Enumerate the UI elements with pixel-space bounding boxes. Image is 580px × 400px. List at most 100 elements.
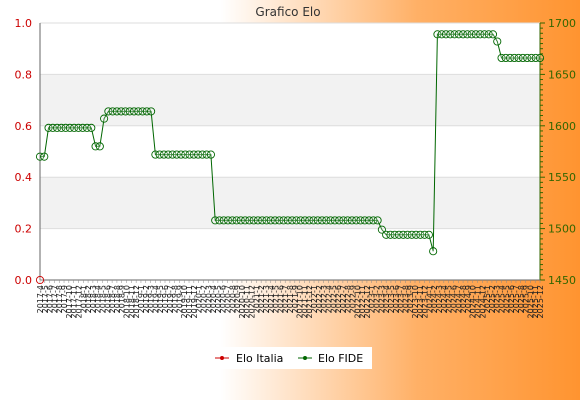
x-tick-label: 2022-9: [349, 285, 358, 313]
elo-fide-point: [450, 30, 459, 39]
elo-fide-point: [394, 230, 404, 239]
elo-fide-point: [309, 216, 318, 225]
elo-fide-point: [476, 30, 485, 39]
elo-fide-point: [365, 216, 374, 225]
elo-fide-point: [493, 37, 502, 46]
x-tick-label: 2021-1: [252, 285, 261, 313]
x-tick-label: 2019-10: [180, 285, 189, 318]
x-tick-label: 2020-8: [228, 285, 237, 313]
x-tick-label: 2018-4: [94, 285, 103, 313]
elo-fide-point: [322, 216, 331, 225]
elo-fide-point: [108, 107, 117, 116]
elo-fide-point: [518, 53, 527, 63]
elo-fide-point: [35, 152, 45, 161]
x-tick-label: 2024-9: [464, 285, 473, 313]
elo-fide-point: [104, 107, 113, 116]
elo-fide-point: [181, 150, 190, 159]
x-tick-label: 2025-10: [526, 285, 535, 318]
x-tick-label: 2019-2: [142, 285, 151, 313]
x-tick-label: 2022-10: [353, 285, 362, 318]
elo-fide-point: [215, 216, 224, 225]
elo-fide-point: [206, 150, 215, 159]
elo-fide-point: [53, 123, 62, 132]
x-tick-label: 2020-11: [243, 285, 252, 318]
elo-fide-point: [412, 230, 421, 239]
x-tick-label: 2021-2: [257, 285, 266, 313]
elo-fide-point: [117, 107, 126, 116]
x-tick-label: 2019-11: [185, 285, 194, 318]
x-tick-label: 2019-4: [151, 285, 160, 313]
elo-fide-point: [95, 142, 104, 151]
elo-fide-point: [480, 30, 489, 39]
x-tick-label: 2020-10: [238, 285, 247, 318]
elo-fide-point: [142, 107, 151, 116]
elo-fide-point: [70, 123, 79, 132]
x-tick-label: 2018-5: [99, 285, 108, 313]
x-tick-label: 2023-6: [392, 285, 401, 313]
elo-fide-point: [125, 107, 134, 116]
elo-fide-point: [253, 216, 262, 225]
x-tick-label: 2023-7: [397, 285, 406, 313]
x-tick-label: 2025-11: [531, 285, 540, 318]
elo-fide-point: [236, 216, 245, 225]
legend-italia-marker: [220, 356, 224, 360]
x-tick-label: 2024-6: [449, 285, 458, 313]
x-tick-label: 2017-11: [70, 285, 79, 318]
x-tick-label: 2017-7: [50, 285, 59, 313]
elo-fide-point: [343, 216, 352, 225]
x-tick-label: 2022-5: [329, 285, 338, 313]
elo-fide-point: [134, 107, 143, 116]
elo-fide-point: [288, 216, 297, 225]
x-tick-label: 2022-4: [324, 285, 333, 313]
x-tick-label: 2018-1: [79, 285, 88, 313]
elo-fide-point: [279, 216, 288, 225]
x-tick-label: 2022-11: [358, 285, 367, 318]
legend-fide-label: Elo FIDE: [318, 352, 363, 365]
elo-fide-point: [300, 216, 310, 225]
x-tick-label: 2023-10: [411, 285, 420, 318]
x-tick-label: 2019-12: [190, 285, 199, 318]
x-tick-label: 2022-12: [363, 285, 372, 318]
left-tick-label: 0.2: [15, 223, 33, 236]
elo-fide-point: [313, 216, 322, 225]
elo-fide-point: [403, 230, 412, 239]
x-tick-label: 2024-11: [474, 285, 483, 318]
elo-fide-point: [168, 150, 177, 159]
elo-fide-point: [467, 30, 476, 39]
elo-fide-point: [463, 30, 472, 39]
x-tick-label: 2025-6: [507, 285, 516, 313]
elo-fide-point: [44, 123, 53, 132]
elo-fide-point: [57, 123, 66, 132]
left-tick-label: 1.0: [15, 17, 33, 30]
x-tick-label: 2018-12: [132, 285, 141, 318]
elo-fide-point: [202, 150, 211, 159]
x-tick-label: 2024-5: [445, 285, 454, 313]
x-tick-label: 2019-9: [175, 285, 184, 313]
legend-italia-label: Elo Italia: [236, 352, 283, 365]
elo-fide-point: [164, 150, 173, 159]
x-tick-label: 2021-6: [276, 285, 285, 313]
x-tick-label: 2021-7: [281, 285, 290, 313]
elo-fide-point: [433, 30, 442, 39]
x-tick-label: 2020-6: [219, 285, 228, 313]
elo-fide-point: [459, 30, 468, 39]
x-tick-label: 2021-4: [267, 285, 276, 313]
x-tick-label: 2024-10: [469, 285, 478, 318]
elo-fide-point: [61, 123, 70, 132]
elo-fide-point: [266, 216, 275, 225]
x-tick-label: 2023-1: [368, 285, 377, 313]
elo-fide-point: [155, 150, 164, 159]
x-tick-label: 2018-10: [123, 285, 132, 318]
elo-fide-point: [347, 216, 357, 225]
elo-fide-point: [232, 216, 241, 225]
x-tick-label: 2020-3: [204, 285, 213, 313]
elo-fide-point: [501, 53, 510, 63]
elo-fide-point: [416, 230, 425, 239]
elo-fide-point: [535, 53, 545, 63]
x-tick-label: 2021-5: [272, 285, 281, 313]
elo-fide-point: [176, 150, 186, 159]
elo-fide-point: [40, 152, 49, 161]
elo-fide-point: [147, 107, 156, 116]
x-tick-label: 2018-3: [89, 285, 98, 313]
elo-fide-point: [330, 216, 339, 225]
